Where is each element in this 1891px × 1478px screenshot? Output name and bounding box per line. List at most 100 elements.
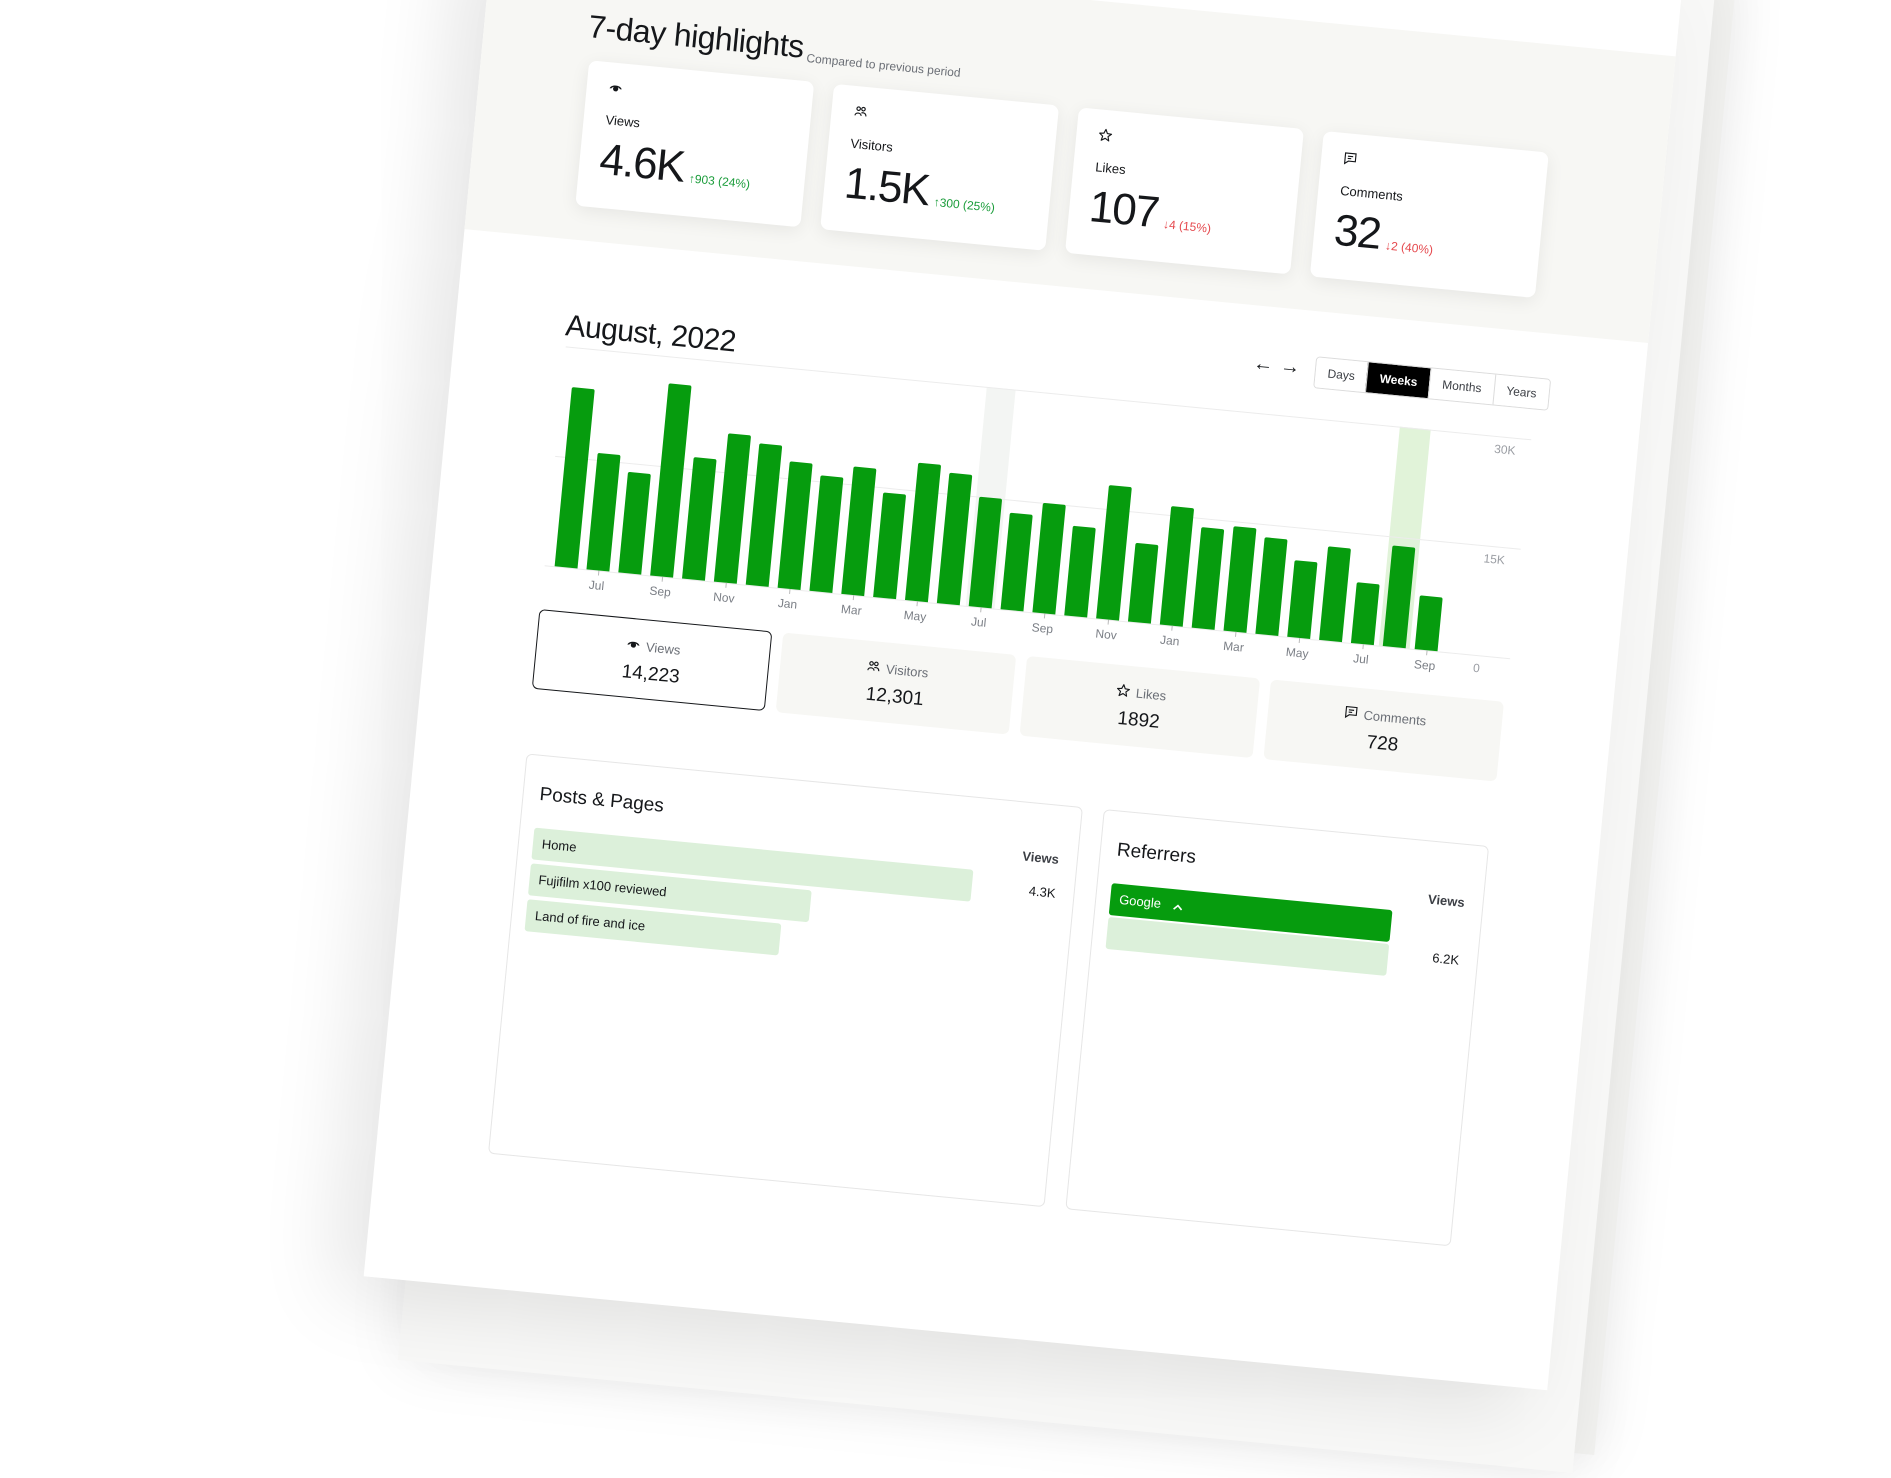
x-tick-label: Jan	[777, 595, 798, 612]
x-tick-label: May	[903, 607, 927, 625]
x-tick-label: May	[1285, 644, 1310, 661]
bar	[713, 433, 752, 584]
x-tick	[788, 588, 791, 594]
x-tick	[1043, 613, 1045, 619]
highlight-change: ↑903 (24%)	[688, 171, 751, 192]
x-tick-label: Mar	[840, 601, 863, 618]
bar	[1064, 525, 1096, 618]
referrers-panel: Referrers Views Google 6.2K	[1065, 809, 1490, 1247]
x-tick	[1425, 650, 1428, 656]
x-tick	[979, 607, 982, 613]
stat-tab-comments[interactable]: Comments 728	[1263, 679, 1504, 782]
arrow-right-icon[interactable]: →	[1279, 354, 1302, 379]
users-icon	[853, 104, 870, 121]
x-tick-label: Jul	[1352, 651, 1370, 667]
bar	[1287, 560, 1318, 640]
x-tick	[1298, 637, 1300, 643]
x-tick	[1107, 619, 1109, 625]
x-tick	[1234, 631, 1236, 637]
highlight-label: Likes	[1094, 159, 1127, 178]
bar	[1223, 526, 1257, 633]
posts-pages-title: Posts & Pages	[538, 783, 665, 817]
range-years-button[interactable]: Years	[1491, 374, 1550, 410]
arrow-left-icon[interactable]: ←	[1252, 352, 1275, 377]
bar	[1191, 526, 1225, 630]
stat-label: Visitors	[780, 650, 1015, 689]
highlight-value: 4.6K ↑903 (24%)	[597, 134, 754, 208]
bar	[1127, 542, 1159, 624]
x-tick	[597, 570, 599, 576]
x-tick-label: Jul	[588, 577, 605, 594]
stat-label: Views	[537, 628, 770, 667]
stat-label: Comments	[1268, 697, 1503, 736]
star-icon	[1115, 683, 1131, 701]
highlight-card-visitors: Visitors 1.5K ↑300 (25%)	[820, 83, 1060, 251]
highlight-value: 1.5K ↑300 (25%)	[841, 158, 998, 231]
highlight-change: ↓4 (15%)	[1162, 217, 1212, 236]
eye-icon	[625, 637, 641, 655]
x-tick	[1361, 644, 1364, 650]
x-tick	[1170, 625, 1173, 631]
highlight-card-comments: Comments 32 ↓2 (40%)	[1309, 130, 1549, 298]
range-months-button[interactable]: Months	[1427, 368, 1495, 405]
x-tick	[661, 576, 663, 582]
bar	[809, 475, 844, 593]
highlight-change: ↑300 (25%)	[933, 194, 996, 215]
bar	[1000, 512, 1033, 612]
range-weeks-button[interactable]: Weeks	[1365, 362, 1431, 399]
stat-label-text: Likes	[1135, 685, 1167, 704]
referrer-name: Google	[1118, 891, 1162, 911]
x-tick-label: Nov	[1094, 626, 1118, 643]
x-tick-label: Sep	[1413, 657, 1436, 674]
stat-label-text: Visitors	[885, 661, 930, 681]
post-title: Fujifilm x100 reviewed	[537, 872, 668, 900]
bar	[618, 471, 651, 575]
highlight-number: 32	[1332, 205, 1383, 259]
comment-icon	[1343, 705, 1359, 723]
x-tick	[724, 582, 727, 588]
referrer-value: 6.2K	[1431, 950, 1460, 968]
referrers-title: Referrers	[1116, 839, 1197, 869]
x-tick-label: Nov	[712, 589, 736, 606]
stat-label-text: Comments	[1362, 707, 1427, 729]
users-icon	[865, 659, 881, 677]
highlight-change: ↓2 (40%)	[1384, 238, 1434, 257]
bar	[745, 443, 783, 587]
range-days-button[interactable]: Days	[1314, 357, 1369, 393]
bar	[841, 466, 877, 597]
stat-tab-likes[interactable]: Likes 1892	[1019, 655, 1261, 759]
posts-pages-panel: Posts & Pages Views Home 4.3K Fujifilm x10…	[488, 753, 1083, 1208]
bar	[586, 452, 621, 572]
x-tick-label: Jul	[970, 614, 988, 630]
stat-tab-visitors[interactable]: Visitors 12,301	[775, 632, 1017, 735]
posts-views-header: Views	[1021, 848, 1060, 867]
bar	[682, 456, 717, 581]
highlight-label: Views	[604, 112, 641, 131]
comment-icon	[1343, 151, 1360, 168]
stat-label-text: Views	[645, 639, 682, 658]
bar	[777, 461, 813, 590]
post-title: Home	[541, 836, 578, 855]
x-tick	[915, 601, 918, 607]
x-tick-label: Sep	[1031, 620, 1054, 637]
bar	[1255, 537, 1288, 636]
bar	[1159, 506, 1195, 627]
post-title: Land of fire and ice	[534, 908, 646, 934]
highlight-label: Comments	[1339, 182, 1404, 204]
highlight-number: 1.5K	[842, 158, 932, 216]
bar	[1032, 502, 1066, 615]
highlight-card-views: Views 4.6K ↑903 (24%)	[575, 60, 815, 228]
highlight-value: 107 ↓4 (15%)	[1086, 182, 1214, 253]
bar	[1414, 595, 1443, 652]
post-views-value: 4.3K	[1028, 883, 1057, 901]
y-tick-label: 30K	[1493, 441, 1517, 458]
highlight-value: 32 ↓2 (40%)	[1331, 205, 1436, 274]
highlight-number: 4.6K	[597, 134, 687, 192]
stat-tab-views[interactable]: Views 14,223	[531, 609, 773, 712]
bar	[873, 492, 907, 600]
stat-label: Likes	[1024, 674, 1259, 713]
eye-icon	[608, 80, 625, 97]
bar	[1319, 546, 1351, 643]
x-tick-label: Jan	[1159, 632, 1181, 649]
x-tick-label: Mar	[1222, 638, 1245, 655]
